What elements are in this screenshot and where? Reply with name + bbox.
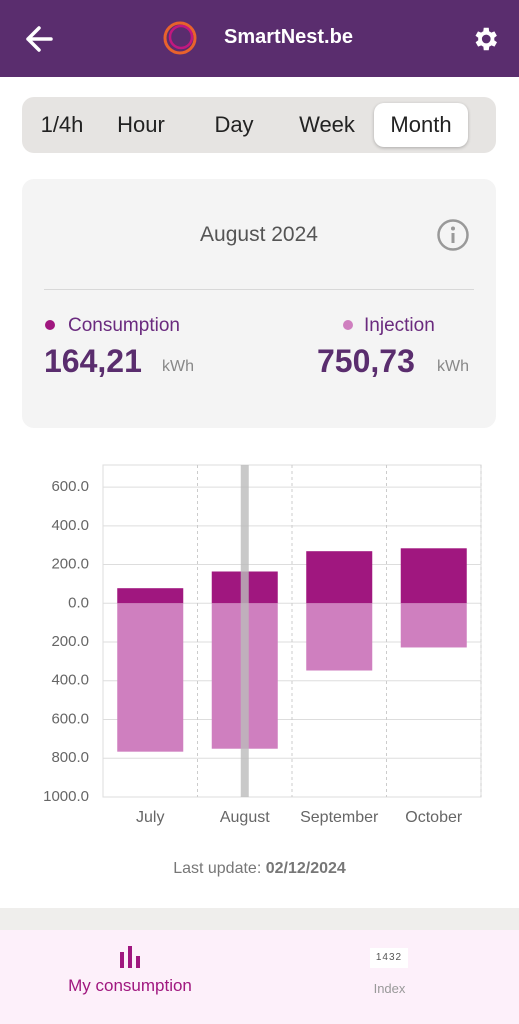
nav-index[interactable]: Index — [373, 981, 406, 996]
logo — [163, 21, 197, 55]
consumption-icon[interactable] — [118, 946, 142, 968]
injection-label: Injection — [364, 315, 435, 336]
y-tick-label: 600.0 — [51, 710, 89, 727]
injection-unit: kWh — [437, 358, 469, 375]
bar — [400, 603, 467, 648]
consumption-unit: kWh — [162, 358, 194, 375]
period-tab[interactable]: Week — [299, 112, 355, 137]
period-tab[interactable]: Hour — [117, 112, 165, 137]
injection-value: 750,73 — [317, 343, 415, 379]
chart: 600.0 400.0 200.0 0.0 200.0 400.0 600.0 800.0 10… — [43, 464, 482, 826]
period-tabs: 1/4h Hour Day Week Month — [22, 97, 496, 153]
info-button[interactable] — [436, 218, 470, 252]
app-title: SmartNest.be — [224, 26, 353, 48]
bar — [306, 603, 373, 671]
divider — [44, 289, 474, 290]
consumption-dot — [45, 320, 55, 330]
back-button[interactable] — [24, 24, 54, 54]
x-tick-label: October — [405, 809, 463, 826]
consumption-label: Consumption — [68, 315, 180, 336]
bar — [117, 603, 184, 752]
bottom-nav: My consumption 1432 Index — [0, 930, 519, 1024]
settings-button[interactable] — [470, 24, 500, 54]
period-tab[interactable]: Day — [214, 112, 254, 137]
last-update-date: 02/12/2024 — [265, 860, 346, 877]
bar — [117, 588, 184, 604]
selection-indicator — [240, 465, 249, 797]
y-tick-label: 0.0 — [68, 594, 89, 611]
last-update-label: Last update: — [173, 860, 262, 877]
bar — [400, 548, 467, 604]
y-tick-label: 600.0 — [51, 478, 89, 495]
index-icon[interactable]: 1432 — [370, 948, 408, 968]
header: SmartNest.be — [0, 0, 519, 77]
nav-consumption[interactable]: My consumption — [68, 976, 192, 995]
x-tick-label: September — [300, 809, 379, 826]
y-tick-label: 200.0 — [51, 633, 89, 650]
y-tick-label: 400.0 — [51, 517, 89, 534]
x-tick-label: August — [220, 809, 270, 826]
y-tick-label: 400.0 — [51, 672, 89, 689]
y-tick-label: 800.0 — [51, 749, 89, 766]
period-tab[interactable]: 1/4h — [40, 112, 84, 137]
y-tick-label: 1000.0 — [43, 788, 89, 805]
separator — [0, 908, 519, 930]
bar — [306, 551, 373, 604]
summary-card: August 2024 Consumption 164,21 kWh Injec… — [22, 179, 496, 428]
last-update: Last update: 02/12/2024 — [0, 860, 519, 878]
period-label: August 2024 — [200, 223, 318, 246]
x-tick-label: July — [136, 809, 164, 826]
y-tick-label: 200.0 — [51, 556, 89, 573]
period-tab[interactable]: Month — [374, 103, 468, 147]
injection-dot — [343, 320, 353, 330]
consumption-value: 164,21 — [44, 343, 142, 379]
